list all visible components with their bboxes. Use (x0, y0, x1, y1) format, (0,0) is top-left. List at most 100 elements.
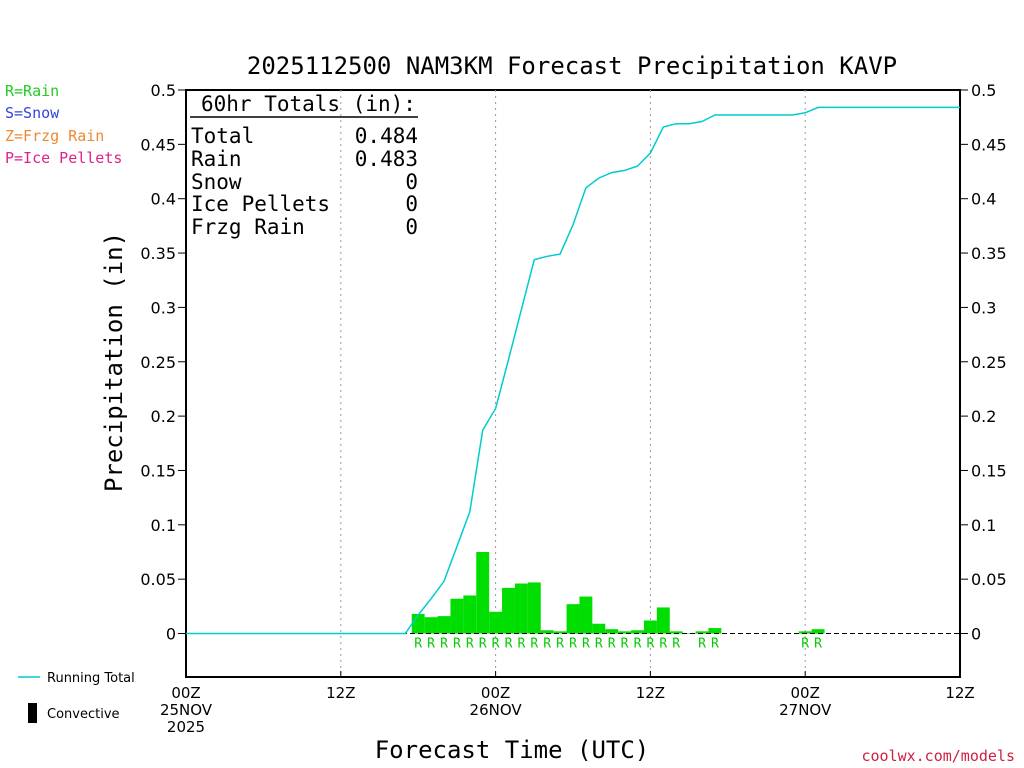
precip-type-marker: R (698, 637, 706, 652)
precip-type-marker: R (517, 637, 525, 652)
precip-bar (682, 632, 696, 634)
x-tick-label: 27NOV (779, 701, 832, 719)
y-tick-label-left: 0.35 (140, 244, 176, 263)
totals-snow-label: Snow (191, 170, 242, 194)
precip-type-marker: R (440, 637, 448, 652)
precip-bar (656, 607, 670, 634)
x-tick-label: 25NOV (160, 701, 213, 719)
precip-type-marker: R (556, 637, 564, 652)
y-axis-title: Precipitation (in) (100, 232, 128, 492)
precip-bar (798, 631, 812, 634)
y-tick-label-left: 0.3 (151, 298, 176, 317)
precip-type-marker: R (621, 637, 629, 652)
legend-snow: S=Snow (5, 104, 60, 122)
precip-bar (669, 631, 683, 634)
precip-type-marker: R (479, 637, 487, 652)
vertical-gridlines (340, 90, 806, 677)
precip-type-marker: R (505, 637, 513, 652)
precip-type-marker: R (608, 637, 616, 652)
totals-total-label: Total (191, 124, 254, 148)
precip-type-marker: R (634, 637, 642, 652)
precip-bar (592, 623, 606, 634)
y-tick-label-left: 0.4 (151, 190, 176, 209)
running-total-line (186, 106, 960, 635)
totals-box: 60hr Totals (in): Total 0.484 Rain 0.483… (190, 92, 418, 239)
precip-bar (502, 587, 515, 634)
precip-bar (489, 611, 503, 634)
credit-link[interactable]: coolwx.com/models (861, 747, 1015, 765)
precip-bars (411, 551, 825, 634)
convective-legend-label: Convective (47, 707, 120, 722)
x-tick-label: 26NOV (470, 701, 523, 719)
y-tick-label-right: 0.35 (971, 244, 1007, 263)
precip-type-marker: R (672, 637, 680, 652)
precip-bar (566, 604, 580, 634)
precip-bar (605, 629, 619, 634)
totals-heading: 60hr Totals (in): (201, 92, 416, 116)
precip-bar (424, 617, 438, 634)
y-tick-label-left: 0 (166, 625, 176, 644)
x-axis-title: Forecast Time (UTC) (375, 736, 650, 764)
precip-bar (811, 629, 825, 634)
precip-type-marker: R (801, 637, 809, 652)
precip-type-marker: R (453, 637, 461, 652)
precip-type-marker: R (530, 637, 538, 652)
y-tick-label-right: 0.5 (971, 81, 996, 100)
y-tick-label-right: 0.1 (971, 516, 996, 535)
convective-swatch (28, 703, 37, 723)
totals-total-value: 0.484 (355, 124, 418, 148)
precip-bar (450, 598, 464, 634)
precip-type-marker: R (582, 637, 590, 652)
precip-bar (579, 596, 593, 634)
y-tick-label-left: 0.1 (151, 516, 176, 535)
x-tick-label: 12Z (636, 684, 665, 702)
x-tick-label: 12Z (945, 684, 974, 702)
totals-frzg-rain-label: Frzg Rain (191, 215, 305, 239)
chart-title: 2025112500 NAM3KM Forecast Precipitation… (247, 52, 897, 80)
legend-ice-pellets: P=Ice Pellets (5, 149, 122, 167)
totals-rain-value: 0.483 (355, 147, 418, 171)
x-tick-label: 2025 (167, 718, 205, 736)
y-tick-label-right: 0.4 (971, 190, 996, 209)
y-tick-label-right: 0.15 (971, 461, 1007, 480)
precip-bar (708, 628, 722, 634)
precip-type-marker: R (414, 637, 422, 652)
precip-bar (411, 613, 425, 634)
y-tick-label-right: 0.3 (971, 298, 996, 317)
totals-ice-pellets-label: Ice Pellets (191, 192, 330, 216)
totals-ice-pellets-value: 0 (405, 192, 418, 216)
precip-type-marker: R (427, 637, 435, 652)
type-legend: R=Rain S=Snow Z=Frzg Rain P=Ice Pellets (5, 82, 122, 167)
y-tick-label-right: 0.25 (971, 353, 1007, 372)
precip-bar (463, 595, 477, 634)
precip-type-marker: R (543, 637, 551, 652)
legend-frzg-rain: Z=Frzg Rain (5, 127, 104, 145)
y-tick-label-right: 0.05 (971, 570, 1007, 589)
precip-bar (540, 630, 554, 634)
precip-bar (514, 583, 528, 634)
y-axis-left: 0.5 0.45 0.4 0.35 0.3 0.25 0.2 0.15 0.1 0.05 0 (140, 81, 186, 644)
x-tick-label: 00Z (791, 684, 820, 702)
legend-rain: R=Rain (5, 82, 59, 100)
plot-frame (185, 89, 961, 678)
y-tick-label-right: 0.2 (971, 407, 996, 426)
precip-type-marker: R (814, 637, 822, 652)
x-tick-label: 12Z (326, 684, 355, 702)
precip-bar (643, 620, 657, 634)
totals-snow-value: 0 (405, 170, 418, 194)
x-tick-label: 00Z (171, 684, 200, 702)
y-tick-label-right: 0 (971, 625, 981, 644)
precip-type-marker: R (646, 637, 654, 652)
precip-bar (437, 616, 451, 634)
y-tick-label-left: 0.45 (140, 135, 176, 154)
precip-bar (553, 631, 567, 634)
y-tick-label-left: 0.5 (151, 81, 176, 100)
precip-bar (631, 630, 644, 634)
precip-bar (527, 582, 541, 634)
precip-type-marker: R (466, 637, 474, 652)
y-tick-label-right: 0.45 (971, 135, 1007, 154)
precip-type-marker: R (659, 637, 667, 652)
precip-bar (695, 631, 709, 634)
